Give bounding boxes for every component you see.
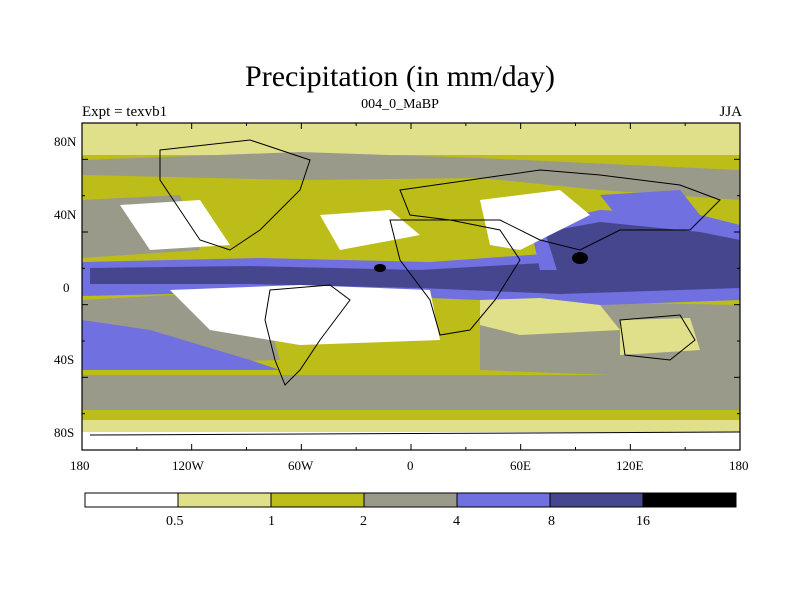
colorbar-box [642,492,737,508]
colorbar-box [84,492,179,508]
period-label: 004_0_MaBP [361,97,439,112]
colorbar-box [270,492,365,508]
coastlines [89,139,740,436]
field-monsoon-dark [545,222,740,280]
precipitation-field [82,123,740,450]
field-antarctic-dry [82,432,740,450]
x-tick-label: 120E [616,458,644,473]
colorbar-label: 1 [268,514,275,529]
field-south-yellow-band [82,420,740,434]
colorbar-box [363,492,458,508]
colorbar-label: 4 [453,514,460,529]
field-australia-yellow [620,318,700,355]
colorbar-label: 2 [360,514,367,529]
field-atlantic-core [374,264,386,272]
field-north-pacific-dry [120,200,230,250]
field-north-atlantic-blue [600,190,700,220]
y-tick-label: 40N [54,207,77,222]
x-tick-label: 60W [288,458,314,473]
season-label: JJA [719,104,742,120]
colorbar-box [456,492,551,508]
y-tick-label: 0 [63,280,70,295]
colorbar-label: 0.5 [166,514,184,529]
field-southern-ocean-blue [82,320,280,370]
x-tick-label: 60E [510,458,531,473]
tick-marks [81,122,741,451]
x-tick-label: 180 [70,458,90,473]
field-south-gray-band [82,375,740,415]
y-tick-label: 80N [54,134,77,149]
map-title: Precipitation (in mm/day) [245,60,555,93]
x-tick-label: 180 [729,458,749,473]
y-tick-label: 40S [54,352,74,367]
colorbar-box [177,492,272,508]
colorbar [84,492,737,508]
field-monsoon-core [572,252,588,264]
field-tropical-dry [170,285,440,345]
field-arabian-dry [480,190,590,250]
colorbar-label: 16 [636,514,650,529]
field-africa-yellow [480,298,620,335]
y-tick-label: 80S [54,425,74,440]
colorbar-box [549,492,644,508]
x-tick-label: 0 [407,458,414,473]
field-north-gray-band [82,152,740,200]
colorbar-label: 8 [548,514,555,529]
experiment-label: Expt = texvb1 [82,104,168,120]
x-tick-label: 120W [172,458,205,473]
